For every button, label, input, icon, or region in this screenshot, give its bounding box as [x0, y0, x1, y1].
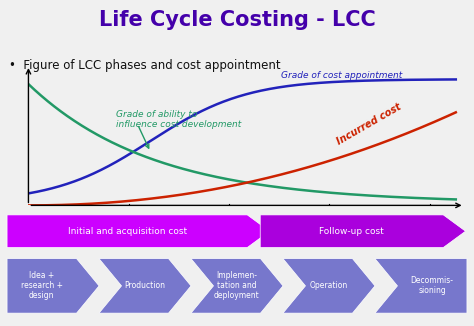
Polygon shape — [375, 259, 467, 313]
Polygon shape — [283, 259, 375, 313]
Text: Initial and acquisition cost: Initial and acquisition cost — [68, 227, 187, 236]
Text: Production: Production — [125, 281, 165, 290]
Text: Grade of cost appointment: Grade of cost appointment — [282, 70, 402, 80]
Polygon shape — [7, 259, 99, 313]
Text: Grade of ability to
influence cost development: Grade of ability to influence cost devel… — [116, 110, 241, 129]
Polygon shape — [260, 215, 465, 247]
Polygon shape — [7, 215, 270, 247]
Text: •  Figure of LCC phases and cost appointment: • Figure of LCC phases and cost appointm… — [9, 59, 281, 72]
Text: Life Cycle Costing - LCC: Life Cycle Costing - LCC — [99, 10, 375, 30]
Text: Follow-up cost: Follow-up cost — [319, 227, 384, 236]
Text: Implemen-
tation and
deployment: Implemen- tation and deployment — [214, 271, 260, 301]
Text: Incurred cost: Incurred cost — [335, 102, 402, 147]
Polygon shape — [99, 259, 191, 313]
Text: Operation: Operation — [310, 281, 348, 290]
Polygon shape — [191, 259, 283, 313]
Text: Decommis-
sioning: Decommis- sioning — [410, 276, 454, 295]
Text: Idea +
research +
design: Idea + research + design — [21, 271, 63, 301]
